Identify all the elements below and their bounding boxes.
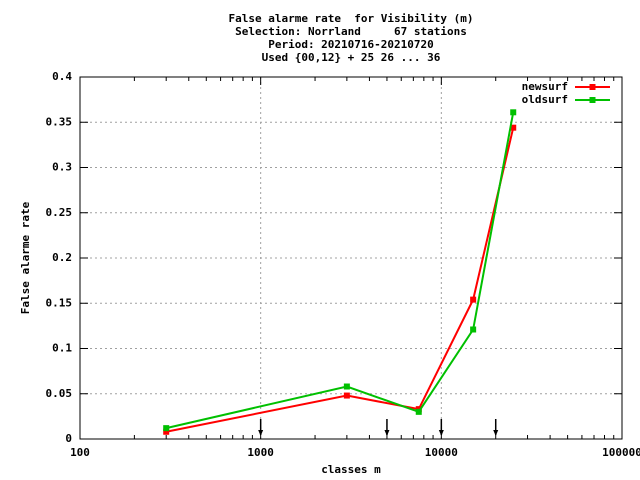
x-tick-label: 100 [70,446,90,459]
y-tick-label: 0.4 [52,70,72,83]
data-point [343,392,350,399]
chart-title: False alarme rate for Visibility (m) [228,12,473,25]
y-tick-label: 0.3 [52,161,72,174]
x-tick-label: 100000 [602,446,640,459]
chart-title: Period: 20210716-20210720 [268,38,434,51]
data-point [343,383,350,390]
legend-label: newsurf [522,80,568,93]
chart-title: Used {00,12} + 25 26 ... 36 [262,51,441,64]
data-point [415,408,422,415]
data-point [163,428,170,435]
data-point [510,109,517,116]
arrow-head [384,430,390,436]
plot-frame [79,76,623,440]
arrow-head [258,430,264,436]
arrow-head [493,430,499,436]
legend-label: oldsurf [522,93,568,106]
y-axis-label: False alarme rate [19,201,32,314]
y-tick-label: 0.2 [52,251,72,264]
legend-marker [589,84,596,90]
x-tick-label: 10000 [425,446,458,459]
x-axis-label: classes m [321,463,381,476]
data-point [510,124,517,131]
y-tick-label: 0.1 [52,342,72,355]
y-tick-label: 0.25 [46,206,73,219]
chart-title: Selection: Norrland 67 stations [235,25,467,38]
y-tick-label: 0 [65,432,72,445]
x-tick-label: 1000 [247,446,274,459]
legend-marker [589,97,596,103]
y-tick-label: 0.15 [46,296,73,309]
y-tick-label: 0.35 [46,115,73,128]
data-point [470,326,477,333]
arrow-head [438,430,444,436]
y-tick-label: 0.05 [46,387,73,400]
data-point [470,296,477,303]
data-point [163,425,170,432]
